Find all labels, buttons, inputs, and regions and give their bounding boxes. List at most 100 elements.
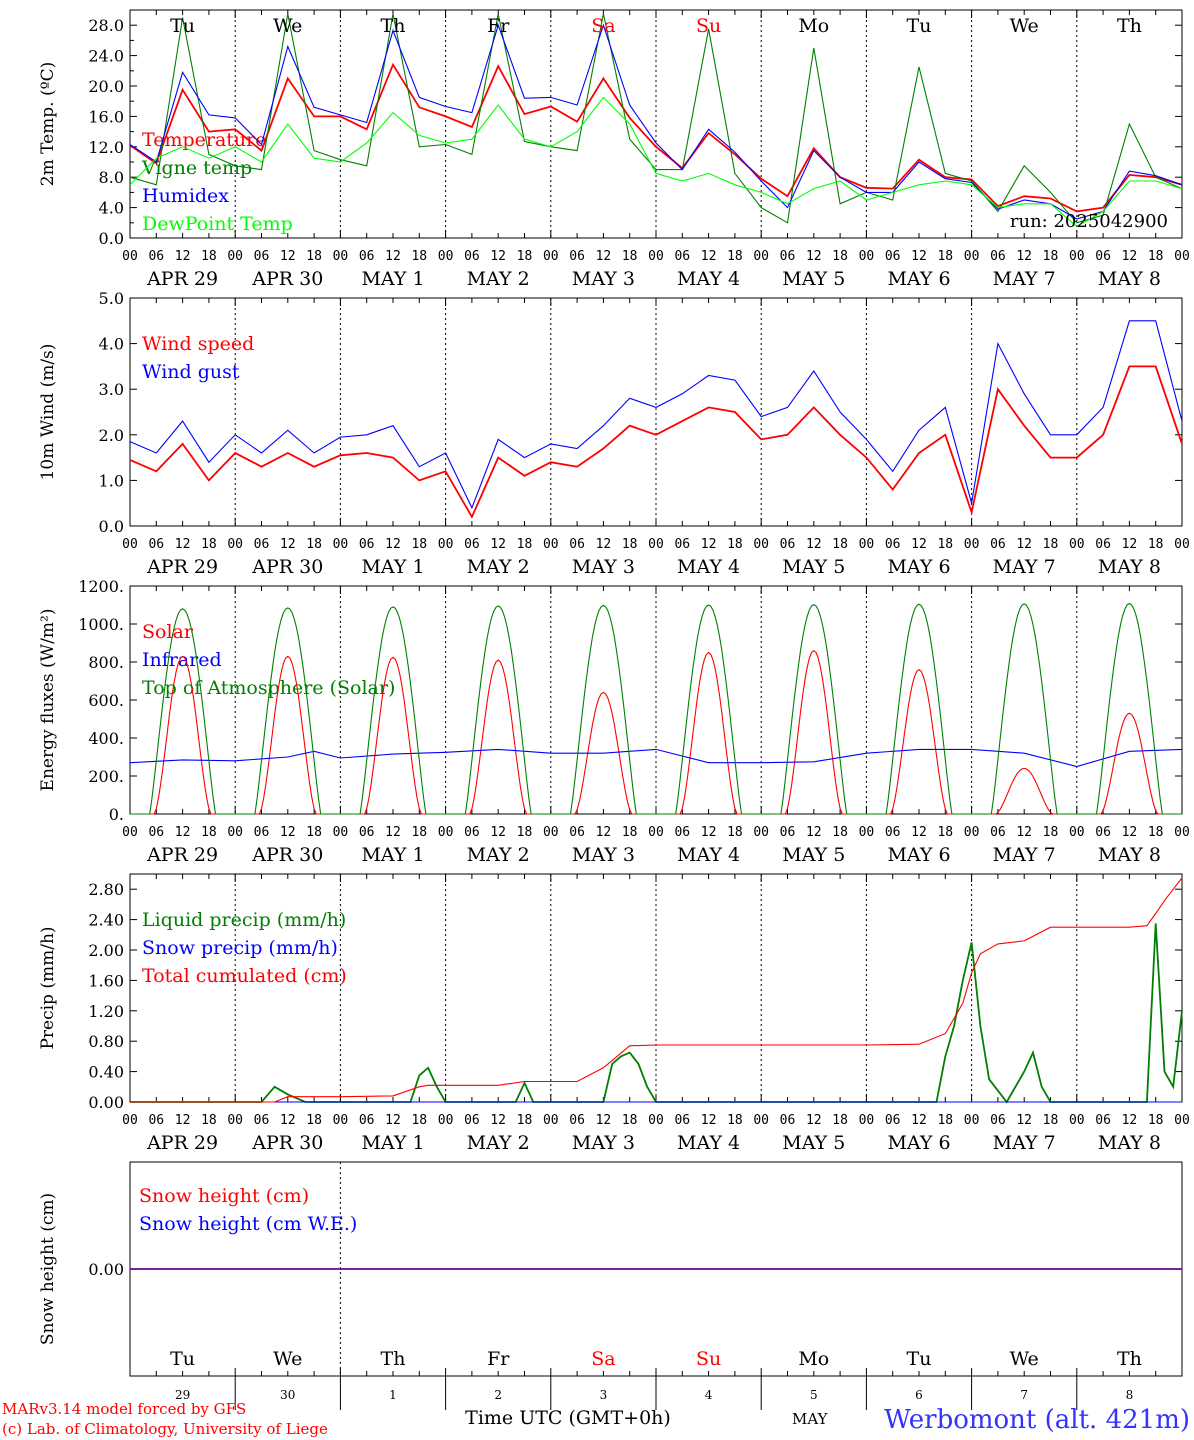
hour-label: 00	[543, 825, 559, 840]
date-label: MAY 8	[1098, 844, 1161, 866]
hour-label: 06	[569, 537, 585, 552]
hour-label: 06	[148, 1113, 164, 1128]
date-label: MAY 2	[467, 1132, 530, 1154]
hour-label: 06	[254, 1113, 270, 1128]
credit-model: MARv3.14 model forced by GFS	[2, 1400, 246, 1418]
hour-label: 06	[569, 249, 585, 264]
legend-entry: Vigne temp	[141, 157, 252, 179]
hour-label: 06	[254, 825, 270, 840]
hour-label: 18	[1043, 1113, 1059, 1128]
series-line-3	[130, 602, 1182, 815]
month-label: MAY	[792, 1410, 829, 1428]
hour-label: 00	[543, 249, 559, 264]
hour-label: 12	[1016, 825, 1032, 840]
series-line-3	[130, 877, 1183, 1103]
hour-label: 00	[227, 537, 243, 552]
y-tick-label: 600.	[88, 691, 124, 710]
date-label: MAY 5	[782, 556, 845, 578]
date-label: MAY 2	[467, 556, 530, 578]
panel-5: 0.00 Snow height (cm) Snow height (cm) Snow…	[38, 1161, 1183, 1377]
series-line-2	[129, 13, 1183, 224]
hour-label: 06	[990, 249, 1006, 264]
y-tick-label: 24.0	[88, 47, 124, 66]
hour-label: 18	[411, 825, 427, 840]
legend-entry: Top of Atmosphere (Solar)	[142, 677, 395, 699]
date-label: MAY 7	[993, 556, 1056, 578]
y-tick-label: 1.0	[99, 471, 124, 490]
legend-entry: Snow height (cm)	[139, 1185, 309, 1207]
x-axis-label: Time UTC (GMT+0h)	[465, 1407, 671, 1429]
hour-label: 18	[622, 537, 638, 552]
hour-label: 00	[1174, 825, 1190, 840]
hour-label: 12	[911, 825, 927, 840]
hour-label: 06	[148, 825, 164, 840]
hour-label: 12	[806, 825, 822, 840]
day-name-bottom: Th	[381, 1348, 406, 1370]
y-tick-label: 0.0	[99, 517, 124, 536]
hour-label: 06	[674, 249, 690, 264]
hour-label: 00	[1069, 249, 1085, 264]
day-number: 29	[175, 1388, 190, 1402]
hour-label: 12	[490, 1113, 506, 1128]
hour-label: 12	[596, 537, 612, 552]
date-label: MAY 1	[361, 844, 424, 866]
hour-label: 18	[517, 1113, 533, 1128]
hour-label: 12	[175, 537, 191, 552]
day-name-top: Th	[381, 15, 406, 37]
hour-label: 00	[964, 537, 980, 552]
day-name-top: Su	[696, 15, 721, 37]
date-label: MAY 7	[993, 268, 1056, 290]
series-line-1	[130, 923, 1183, 1104]
panel-2: 0.0 1.0 2.0 3.0 4.0 5.0 10m Wind (m/s) 00 06 12 18…	[38, 289, 1190, 578]
date-label: MAY 8	[1098, 1132, 1161, 1154]
legend-entry: Total cumulated (cm)	[142, 965, 347, 987]
hour-label: 00	[122, 537, 138, 552]
hour-label: 18	[727, 537, 743, 552]
date-label: MAY 5	[782, 844, 845, 866]
legend-entry: Liquid precip (mm/h)	[142, 909, 346, 931]
date-label: MAY 2	[467, 268, 530, 290]
hour-label: 12	[911, 1113, 927, 1128]
date-label: MAY 4	[677, 268, 740, 290]
hour-label: 00	[859, 1113, 875, 1128]
hour-label: 00	[648, 249, 664, 264]
y-axis-label: 10m Wind (m/s)	[38, 344, 58, 481]
day-name-top: We	[273, 15, 302, 37]
hour-label: 00	[333, 1113, 349, 1128]
date-label: MAY 3	[572, 844, 635, 866]
day-name-bottom: Su	[696, 1348, 721, 1370]
y-tick-label: 1.60	[88, 971, 124, 990]
hour-label: 18	[622, 1113, 638, 1128]
hour-label: 06	[1095, 1113, 1111, 1128]
hour-label: 00	[122, 1113, 138, 1128]
hour-label: 12	[596, 1113, 612, 1128]
date-label: MAY 5	[782, 268, 845, 290]
hour-label: 18	[411, 249, 427, 264]
series-line-3	[129, 23, 1183, 220]
hour-label: 12	[280, 537, 296, 552]
hour-label: 06	[359, 1113, 375, 1128]
y-tick-label: 4.0	[99, 199, 124, 218]
hour-label: 12	[1122, 825, 1138, 840]
day-number: 30	[280, 1388, 295, 1402]
hour-label: 18	[201, 825, 217, 840]
hour-label: 00	[964, 825, 980, 840]
hour-label: 06	[254, 249, 270, 264]
panel-1: 0.0 4.0 8.0 12.0 16.0 20.0 24.0 28.0 2m Temp. (º…	[38, 9, 1190, 290]
hour-label: 06	[990, 825, 1006, 840]
hour-label: 12	[490, 537, 506, 552]
hour-label: 12	[280, 825, 296, 840]
day-name-bottom: Tu	[170, 1348, 195, 1370]
hour-label: 06	[885, 249, 901, 264]
hour-label: 00	[122, 249, 138, 264]
hour-label: 18	[306, 1113, 322, 1128]
hour-label: 00	[1174, 537, 1190, 552]
y-tick-label: 1000.	[78, 615, 124, 634]
hour-label: 18	[411, 537, 427, 552]
y-tick-label: 2.40	[88, 911, 124, 930]
y-tick-label: 800.	[88, 653, 124, 672]
hour-label: 06	[1095, 537, 1111, 552]
hour-label: 00	[964, 1113, 980, 1128]
hour-label: 06	[464, 1113, 480, 1128]
hour-label: 12	[175, 249, 191, 264]
